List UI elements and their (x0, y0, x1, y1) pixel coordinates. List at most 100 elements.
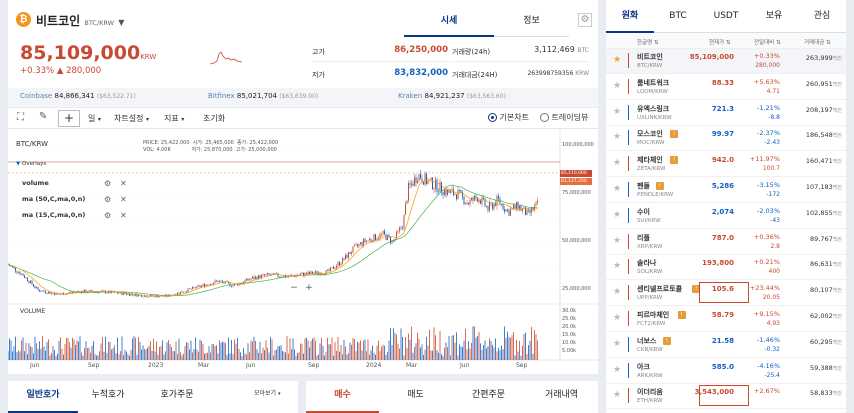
tab-usdt[interactable]: USDT (713, 11, 739, 21)
market-row[interactable]: ★ 룸네트워크 LOOM/KRW 88.33 +5.63% 4.71 260,951백만 (606, 75, 846, 100)
reset-button[interactable]: 초기화 (203, 114, 226, 123)
tab-simple-order[interactable]: 간편주문 (471, 390, 506, 400)
radio-basic-chart[interactable]: 기본차트 (488, 112, 529, 123)
overlays-toggle[interactable]: ▼ Overlays (16, 161, 47, 167)
coin-price: 721.3 (711, 104, 734, 113)
coin-symbol: LOOM/KRW (637, 88, 668, 95)
time-label: Mar (406, 362, 418, 369)
coin-change-pct: +0.33% (753, 52, 780, 60)
scrollbar[interactable] (848, 0, 854, 413)
caution-badge-icon: ! (655, 182, 664, 190)
high-value: 86,250,000 (394, 45, 448, 55)
star-icon[interactable]: ★ (613, 287, 622, 298)
market-row[interactable]: ★ 너보스! CKB/KRW 21.58 -1.46% -0.32 60,295백만 (606, 333, 846, 358)
zoom-controls: − + (288, 283, 315, 293)
coin-symbol: XRP/KRW (637, 243, 663, 250)
col-volume[interactable]: 거래대금 ⇅ (804, 40, 831, 46)
star-icon[interactable]: ★ (613, 158, 622, 169)
market-row[interactable]: ★ 센티넬프로토콜! UPP/KRW 105.6 +23.44% 20.05 80,107백… (606, 281, 846, 307)
tab-sell[interactable]: 매도 (407, 390, 424, 400)
star-icon[interactable]: ★ (613, 313, 622, 323)
star-icon[interactable]: ★ (613, 80, 622, 91)
star-icon[interactable]: ★ (613, 184, 622, 194)
market-row[interactable]: ★ 유엑스링크 UXLINK/KRW 721.3 -1.21% -8.8 208,197백만 (606, 101, 846, 126)
gear-icon[interactable]: ⚙ (104, 210, 112, 220)
market-row[interactable]: ★ 솔라나 SOL/KRW 193,800 +0.21% 400 86,631백만 (606, 255, 846, 281)
candle-icon (628, 336, 629, 352)
axis-label: 75,000,000 (562, 190, 591, 196)
market-row[interactable]: ★ 이더리움 ETH/KRW 3,543,000 +2.67% 58,833백만 (606, 384, 846, 410)
radio-tradingview[interactable]: 트레이딩뷰 (540, 112, 588, 123)
coin-volume: 60,295백만 (810, 337, 842, 346)
candle-icon (628, 78, 629, 94)
coin-price: 3,543,000 (694, 388, 734, 397)
coin-title[interactable]: 비트코인 BTC/KRW ▼ (36, 12, 124, 29)
market-row[interactable]: ★ 리플 XRP/KRW 787.0 +0.36% 2.8 89,767백만 (606, 230, 846, 255)
coin-pair: BTC/KRW (84, 19, 115, 27)
gear-icon[interactable]: ⚙ (578, 13, 592, 27)
price-chart[interactable] (8, 130, 598, 374)
tab-info[interactable]: 정보 (494, 7, 569, 37)
coin-price: 58.79 (711, 311, 734, 319)
market-row[interactable]: ★ 아크 ARK/KRW 585.0 -4.16% -25.4 59,388백만 (606, 359, 846, 384)
tab-krw[interactable]: 원화 (606, 0, 654, 33)
price-highlight-box (699, 282, 749, 304)
tab-buy[interactable]: 매수 (306, 381, 379, 413)
pencil-icon[interactable]: ✎ (39, 111, 48, 122)
indicator-ma50: ma (50,C,ma,0,n) ⚙ ✕ (22, 194, 127, 204)
coin-symbol: SOL/KRW (637, 269, 663, 276)
star-icon[interactable]: ★ (613, 390, 622, 401)
view-all-select[interactable]: 모아보기 ▾ (254, 390, 281, 397)
coin-change-abs: 400 (768, 268, 780, 276)
period-select[interactable]: 일 ▾ (88, 114, 101, 123)
star-icon[interactable]: ★ (613, 55, 622, 65)
zoom-out-button[interactable]: − (290, 283, 298, 293)
tab-order-general[interactable]: 일반호가 (8, 381, 78, 413)
star-icon[interactable]: ★ (613, 235, 622, 246)
tab-favorites[interactable]: 관심 (813, 11, 831, 21)
gear-icon[interactable]: ⚙ (104, 178, 112, 188)
col-price[interactable]: 현재가 ⇅ (709, 40, 731, 46)
chart-settings-button[interactable]: 차트설정 ▾ (114, 114, 150, 123)
close-icon[interactable]: ✕ (120, 178, 127, 188)
coin-symbol: SUI/KRW (637, 217, 661, 224)
indicator-button[interactable]: 지표 ▾ (164, 114, 185, 123)
market-row[interactable]: ★ 수이 SUI/KRW 2,074 -2.03% -43 102,855백만 (606, 204, 846, 229)
market-row[interactable]: ★ 펜들! PENDLE/KRW 5,286 -3.15% -172 107,183백만 (606, 178, 846, 203)
radio-checked-icon (488, 113, 497, 122)
star-icon[interactable]: ★ (613, 338, 622, 349)
tab-order-cumulative[interactable]: 누적호가 (91, 390, 125, 400)
market-list: ★ 비트코인 BTC/KRW 85,109,000 +0.33% 280,000 263,9… (606, 49, 846, 413)
market-row[interactable]: ★ 제타체인! ZETA/KRW 942.0 +11.97% 100.7 160,471백만 (606, 152, 846, 178)
close-icon[interactable]: ✕ (120, 194, 127, 204)
tab-holdings[interactable]: 보유 (765, 11, 783, 21)
coin-change-pct: -1.21% (757, 103, 780, 112)
col-change[interactable]: 전일대비 ⇅ (754, 40, 781, 46)
coin-price: 942.0 (711, 156, 734, 165)
tab-order-time[interactable]: 호가주문 (160, 390, 194, 400)
star-icon[interactable]: ★ (613, 209, 622, 220)
coin-price: 88.33 (711, 78, 734, 87)
close-icon[interactable]: ✕ (120, 210, 127, 220)
fullscreen-icon[interactable]: ⛶ (17, 112, 24, 123)
crosshair-icon[interactable]: + (58, 110, 80, 127)
coin-name: 룸네트워크 (637, 78, 670, 87)
coin-price: 85,109,000 (689, 53, 734, 61)
star-icon[interactable]: ★ (613, 261, 622, 272)
coin-price: 5,286 (711, 182, 734, 190)
gear-icon[interactable]: ⚙ (104, 194, 112, 204)
tab-history[interactable]: 거래내역 (544, 390, 579, 400)
triangle-down-icon: ▼ (16, 161, 21, 167)
star-icon[interactable]: ★ (613, 364, 622, 375)
market-row[interactable]: ★ 피르마체인! FCT2/KRW 58.79 +9.15% 4.93 62,002백만 (606, 307, 846, 332)
col-name[interactable]: 한글명 ⇅ (637, 40, 659, 46)
zoom-in-button[interactable]: + (305, 283, 313, 293)
tab-btc[interactable]: BTC (669, 11, 687, 21)
market-row[interactable]: ★ 비트코인 BTC/KRW 85,109,000 +0.33% 280,000 263,9… (606, 49, 846, 74)
coin-change-pct: -3.15% (757, 181, 780, 189)
coin-name: 이더리움 (637, 388, 663, 397)
market-row[interactable]: ★ 모스코인! MOC/KRW 99.97 -2.37% -2.43 186,548백만 (606, 126, 846, 152)
tab-quote[interactable]: 시세 (404, 7, 494, 37)
star-icon[interactable]: ★ (613, 132, 622, 143)
star-icon[interactable]: ★ (613, 106, 622, 117)
